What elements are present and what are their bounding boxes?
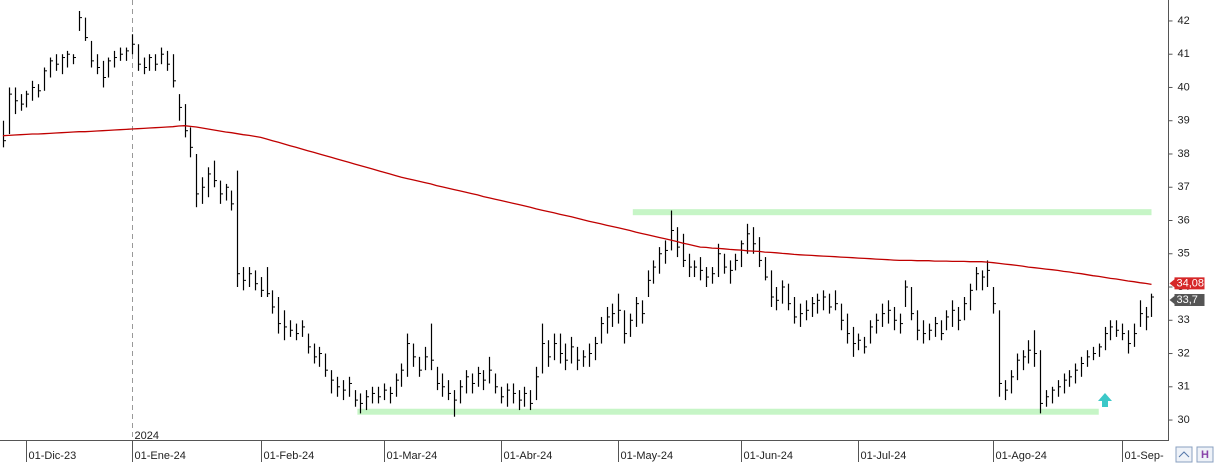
x-tick-label: 01-Sep- — [1125, 450, 1164, 462]
y-tick-label: 40 — [1178, 81, 1190, 93]
x-tick-label: 01-Ene-24 — [135, 450, 186, 462]
x-tick-label: 01-Abr-24 — [504, 450, 553, 462]
price-tag-pointer — [1169, 279, 1175, 288]
x-tick-label: 01-Feb-24 — [264, 450, 315, 462]
price-tag-pointer — [1169, 295, 1175, 304]
x-tick-label: 01-Ago-24 — [996, 450, 1047, 462]
y-tick-label: 33 — [1178, 314, 1190, 326]
toolbar-button[interactable] — [1196, 446, 1214, 463]
toolbar-button[interactable] — [1175, 446, 1193, 463]
toolbar-icon: H — [1201, 449, 1209, 461]
price-tag — [1174, 293, 1205, 306]
toolbar-icon — [1178, 451, 1190, 458]
y-tick-label: 39 — [1178, 115, 1190, 127]
y-tick-label: 38 — [1178, 148, 1190, 160]
y-tick-label: 41 — [1178, 48, 1190, 60]
level-line — [357, 408, 1099, 415]
moving-average — [2, 125, 1152, 286]
y-tick-label: 30 — [1178, 414, 1190, 426]
y-tick-label: 42 — [1178, 15, 1190, 27]
x-tick-label: 01-Jul-24 — [861, 450, 907, 462]
x-tick-label: 01-May-24 — [621, 450, 674, 462]
y-tick-label: 35 — [1178, 248, 1190, 260]
price-tag — [1174, 277, 1205, 290]
price-tag-label: 33,7 — [1177, 294, 1198, 306]
level-line — [632, 209, 1152, 216]
y-tick-label: 37 — [1178, 181, 1190, 193]
y-tick-label: 31 — [1178, 381, 1190, 393]
x-tick-label: 01-Dic-23 — [29, 450, 77, 462]
signal-arrow — [1098, 393, 1112, 407]
price-tag-label: 34,08 — [1177, 277, 1205, 289]
x-tick-label: 01-Jun-24 — [744, 450, 794, 462]
year-label: 2024 — [135, 430, 159, 442]
x-tick-label: 01-Mar-24 — [387, 450, 438, 462]
y-tick-label: 32 — [1178, 347, 1190, 359]
y-tick-label: 36 — [1178, 214, 1190, 226]
